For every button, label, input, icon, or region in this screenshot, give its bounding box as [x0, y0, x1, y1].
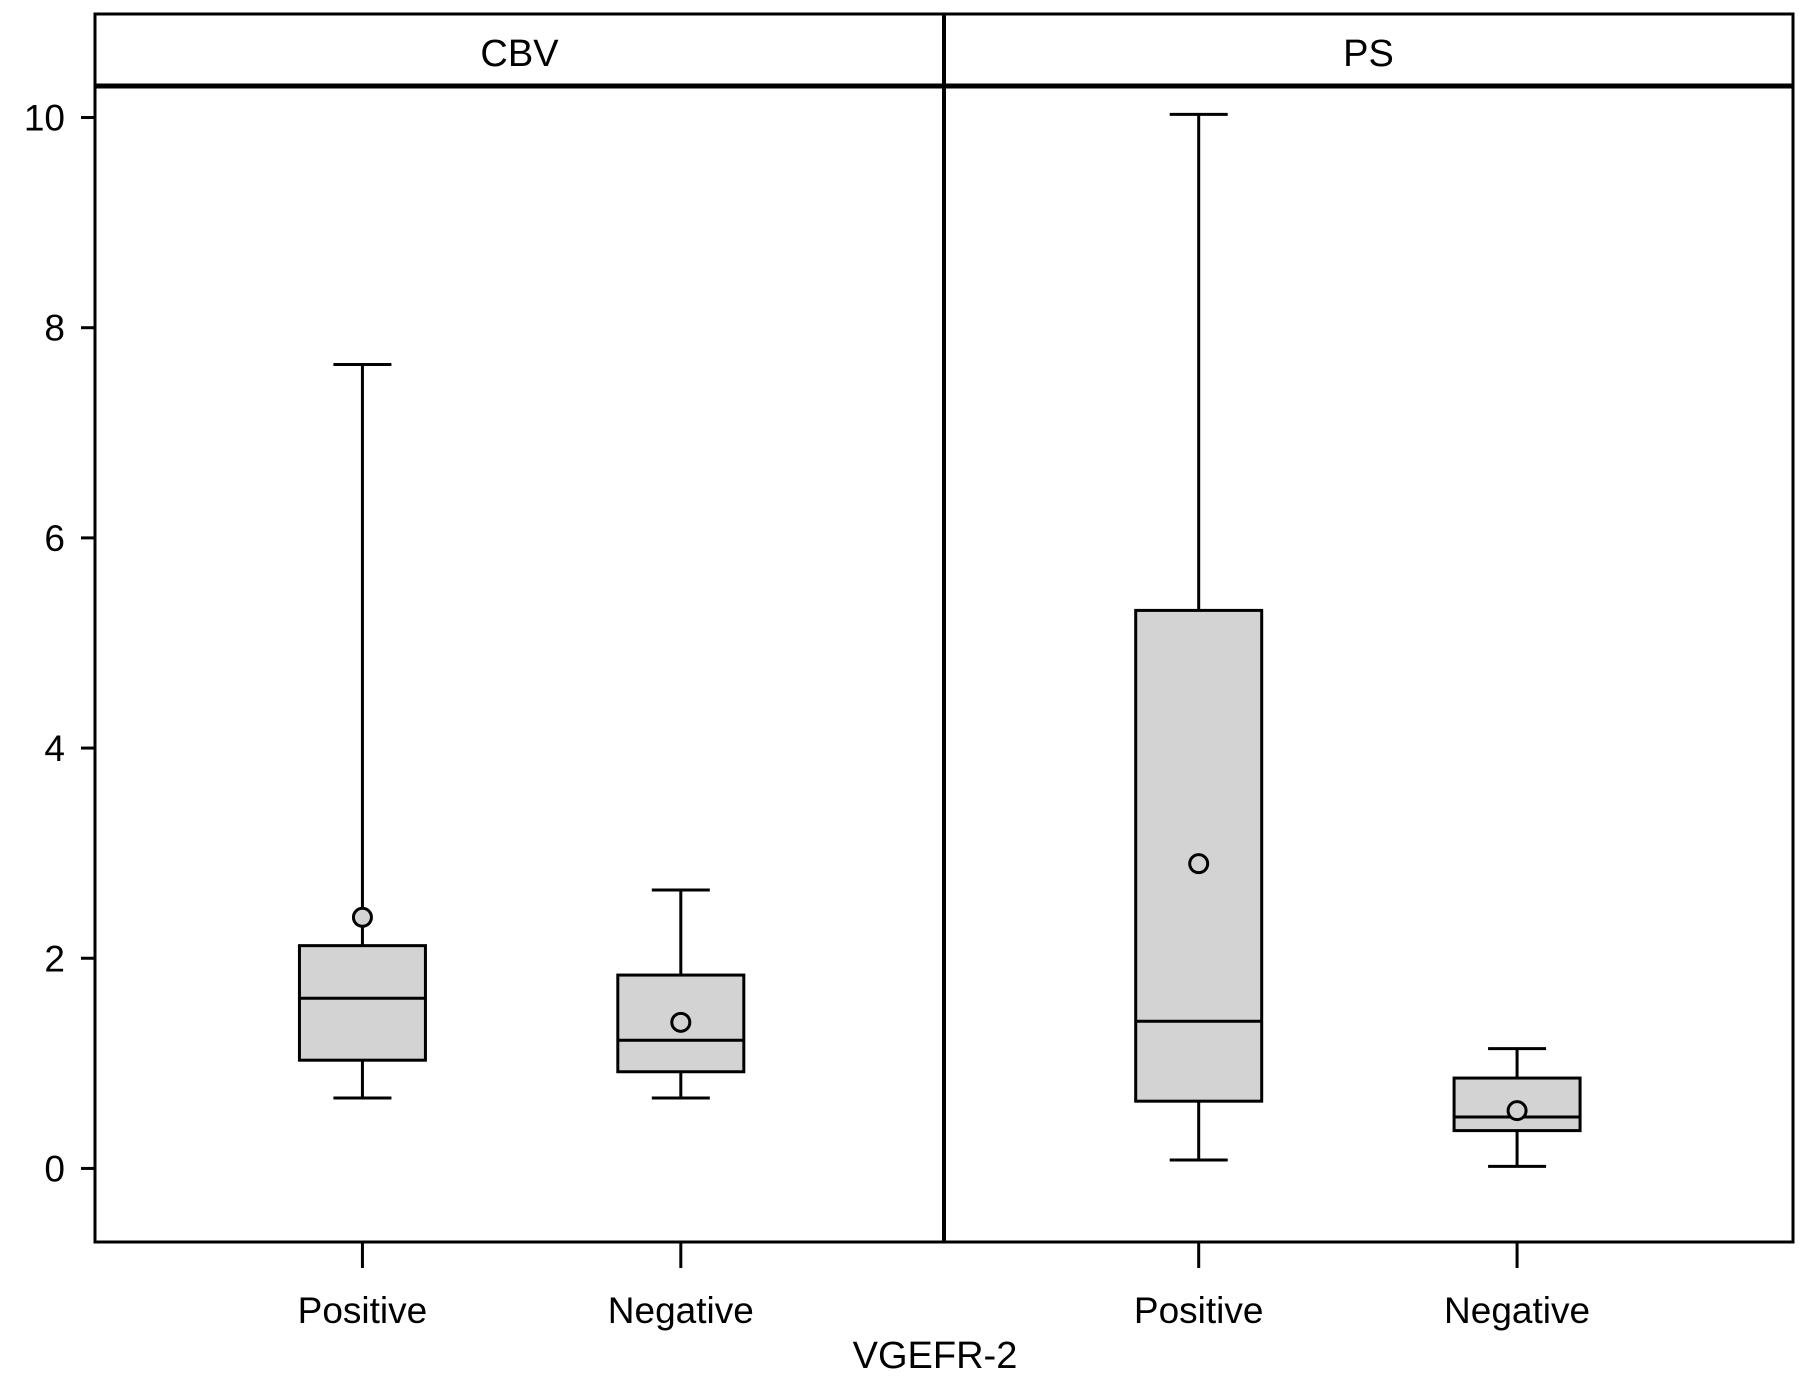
- panel-cbv: CBV Positive Negative: [298, 33, 754, 1331]
- x-axis-title: VGEFR-2: [853, 1335, 1018, 1377]
- box-negative: Negative: [1444, 1047, 1590, 1331]
- y-axis: 0 2 4 6 8 10: [24, 98, 95, 1189]
- y-tick-label: 10: [24, 98, 65, 139]
- box-positive: Positive: [297, 362, 428, 1331]
- mean-marker: [1506, 1100, 1528, 1122]
- mean-marker: [351, 906, 373, 928]
- panel-ps: PS Positive Negative: [1134, 33, 1590, 1331]
- box-negative: Negative: [608, 888, 754, 1331]
- box-positive: Positive: [1134, 112, 1264, 1331]
- x-tick-label: Negative: [1444, 1290, 1590, 1331]
- x-tick-label: Positive: [298, 1290, 428, 1331]
- y-tick-label: 2: [44, 938, 65, 979]
- iqr-box: [297, 944, 427, 1062]
- y-tick-label: 0: [44, 1148, 65, 1189]
- panel-title: PS: [1343, 33, 1394, 75]
- y-tick-label: 8: [44, 308, 65, 349]
- panel-title: CBV: [480, 33, 559, 75]
- plot-frame: [93, 12, 1795, 1244]
- x-tick-label: Negative: [608, 1290, 754, 1331]
- mean-marker: [1188, 853, 1210, 875]
- y-tick-label: 6: [44, 518, 65, 559]
- panels: CBV Positive Negative PS Positive Negative: [298, 33, 1590, 1331]
- x-tick-label: Positive: [1134, 1290, 1264, 1331]
- mean-marker: [670, 1011, 692, 1033]
- y-tick-label: 4: [44, 728, 65, 769]
